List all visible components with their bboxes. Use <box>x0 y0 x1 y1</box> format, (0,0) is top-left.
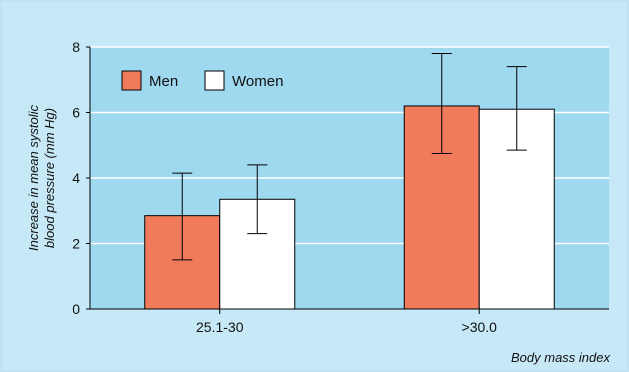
x-tick-label-0: 25.1-30 <box>196 319 244 335</box>
y-axis-title-line-2: blood pressure (mm Hg) <box>42 108 57 248</box>
y-axis-title-line-1: Increase in mean systolic <box>26 105 41 251</box>
error-bars <box>172 53 527 261</box>
x-tick-label-1: >30.0 <box>462 319 498 335</box>
axes <box>86 46 609 314</box>
y-tick-label-1: 2 <box>72 236 80 252</box>
legend: Men Women <box>121 70 283 91</box>
y-tick-label-3: 6 <box>72 105 80 121</box>
y-tick-label-0: 0 <box>72 301 80 317</box>
legend-label-women: Women <box>232 73 283 90</box>
y-tick-labels: 0 2 4 6 8 <box>72 39 80 317</box>
legend-swatch-men <box>121 70 142 91</box>
legend-swatch-women <box>204 70 225 91</box>
legend-label-men: Men <box>149 73 178 90</box>
x-tick-labels: 25.1-30 >30.0 <box>196 319 497 335</box>
x-axis-title: Body mass index <box>511 350 610 365</box>
y-tick-label-2: 4 <box>72 170 80 186</box>
y-tick-label-4: 8 <box>72 39 80 55</box>
